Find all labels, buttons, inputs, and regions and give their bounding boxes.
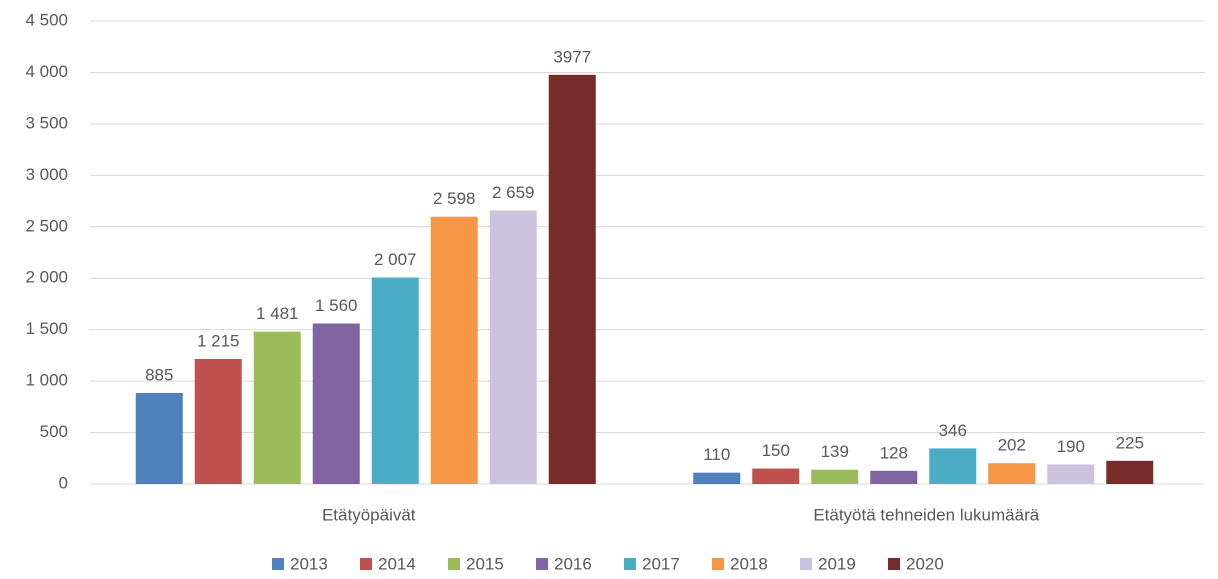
value-label: 139 [821,442,849,461]
y-tick-label: 1 000 [25,371,68,390]
bar [693,472,741,484]
value-label: 225 [1116,433,1144,452]
bar [430,216,478,484]
legend-label: 2015 [466,554,504,573]
bar [312,323,360,484]
bar [371,277,419,484]
value-label: 885 [145,365,173,384]
value-label: 128 [880,443,908,462]
value-label: 3977 [553,47,591,66]
legend-swatch [712,558,724,570]
value-label: 346 [939,421,967,440]
legend-label: 2014 [378,554,416,573]
value-label: 2 007 [374,250,417,269]
bar [1047,464,1095,484]
legend-label: 2020 [906,554,944,573]
bar [194,358,242,484]
y-tick-label: 0 [59,473,68,492]
legend-swatch [536,558,548,570]
legend-swatch [800,558,812,570]
bar [929,448,977,484]
bar [811,469,859,484]
y-tick-label: 3 000 [25,165,68,184]
legend-swatch [360,558,372,570]
value-label: 202 [998,436,1026,455]
y-tick-label: 4 000 [25,62,68,81]
value-label: 2 659 [492,183,535,202]
y-tick-label: 1 500 [25,319,68,338]
bar [548,74,596,485]
legend-swatch [624,558,636,570]
legend-swatch [448,558,460,570]
y-tick-label: 2 000 [25,268,68,287]
value-label: 110 [703,445,730,464]
legend-swatch [272,558,284,570]
legend-swatch [888,558,900,570]
bar [1106,460,1154,484]
x-tick-label: Etätyötä tehneiden lukumäärä [813,505,1039,524]
legend-label: 2019 [818,554,856,573]
legend-label: 2018 [730,554,768,573]
y-tick-label: 2 500 [25,216,68,235]
bar [135,392,183,484]
legend-label: 2017 [642,554,680,573]
value-label: 1 215 [197,331,240,350]
bar [489,210,537,484]
bar [870,470,918,484]
value-label: 1 481 [256,304,299,323]
x-tick-label: Etätyöpäivät [322,505,416,524]
legend-label: 2013 [290,554,328,573]
value-label: 150 [762,441,790,460]
y-tick-label: 500 [40,422,68,441]
y-tick-label: 3 500 [25,113,68,132]
bar [988,463,1036,484]
value-label: 1 560 [315,296,358,315]
y-tick-label: 4 500 [25,10,68,29]
bar [752,468,800,484]
bar [253,331,301,484]
value-label: 190 [1057,437,1085,456]
value-label: 2 598 [433,189,476,208]
legend-label: 2016 [554,554,592,573]
